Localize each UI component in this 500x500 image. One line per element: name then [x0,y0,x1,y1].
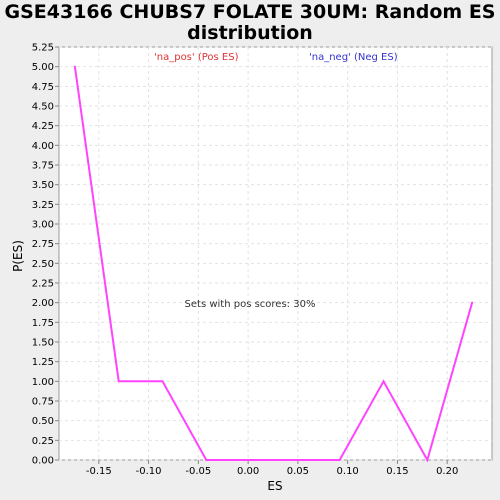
y-axis-title: P(ES) [11,240,25,272]
x-tick-label: 0.15 [386,466,408,477]
y-tick-label: 3.00 [32,220,54,231]
y-tick-label: 1.75 [32,318,54,329]
data-point [161,380,164,383]
y-tick-label: 1.00 [32,377,54,388]
x-tick-label: 0.05 [287,466,309,477]
y-tick-label: 3.25 [32,200,54,211]
y-tick-label: 0.50 [32,416,54,427]
x-tick-label: 0.10 [337,466,359,477]
y-tick-label: 0.75 [32,397,54,408]
data-point [117,380,120,383]
series-line [73,66,474,463]
y-tick-label: 5.25 [32,43,54,54]
x-tick-label: -0.05 [185,466,211,477]
data-point [382,380,385,383]
y-tick-label: 2.75 [32,239,54,250]
y-tick-label: 3.75 [32,161,54,172]
data-point [249,459,252,461]
y-tick-label: 1.25 [32,357,54,368]
chart-title-line2: distribution [187,22,313,44]
y-tick-label: 4.50 [32,102,54,113]
data-point [292,459,295,461]
data-point [426,459,429,461]
x-tick-label: -0.15 [86,466,112,477]
y-tick-label: 3.50 [32,180,54,191]
pos-scores-annotation: Sets with pos scores: 30% [185,299,316,310]
x-tick-label: -0.10 [136,466,162,477]
legend-entry-pos: 'na_pos' (Pos ES) [154,52,239,63]
data-point [73,65,76,68]
data-point [205,459,208,461]
y-tick-label: 5.00 [32,62,54,73]
y-tick-label: 0.00 [32,456,54,467]
data-point [338,459,341,461]
x-axis-title: ES [267,479,282,493]
chart-title: GSE43166 CHUBS7 FOLATE 30UM: Random ES d… [0,2,500,44]
grid [59,46,492,461]
series-layer [73,65,474,463]
y-tick-label: 0.25 [32,436,54,447]
axes: 0.00 0.25 0.50 0.75 1.00 1.25 1.50 1.75 2.00 2.25… [32,43,459,478]
x-tick-label: 0.20 [436,466,458,477]
y-tick-label: 4.75 [32,82,54,93]
y-tick-label: 2.50 [32,259,54,270]
chart-title-line1: GSE43166 CHUBS7 FOLATE 30UM: Random ES [4,1,496,23]
x-tick-label: 0.00 [237,466,259,477]
y-tick-label: 2.25 [32,279,54,290]
y-tick-label: 4.00 [32,141,54,152]
data-point [471,301,474,304]
y-tick-label: 4.25 [32,121,54,132]
y-tick-label: 2.00 [32,298,54,309]
y-tick-label: 1.50 [32,338,54,349]
legend: 'na_pos' (Pos ES) 'na_neg' (Neg ES) [154,52,398,63]
legend-entry-neg: 'na_neg' (Neg ES) [309,52,398,63]
plot-area [58,46,493,461]
